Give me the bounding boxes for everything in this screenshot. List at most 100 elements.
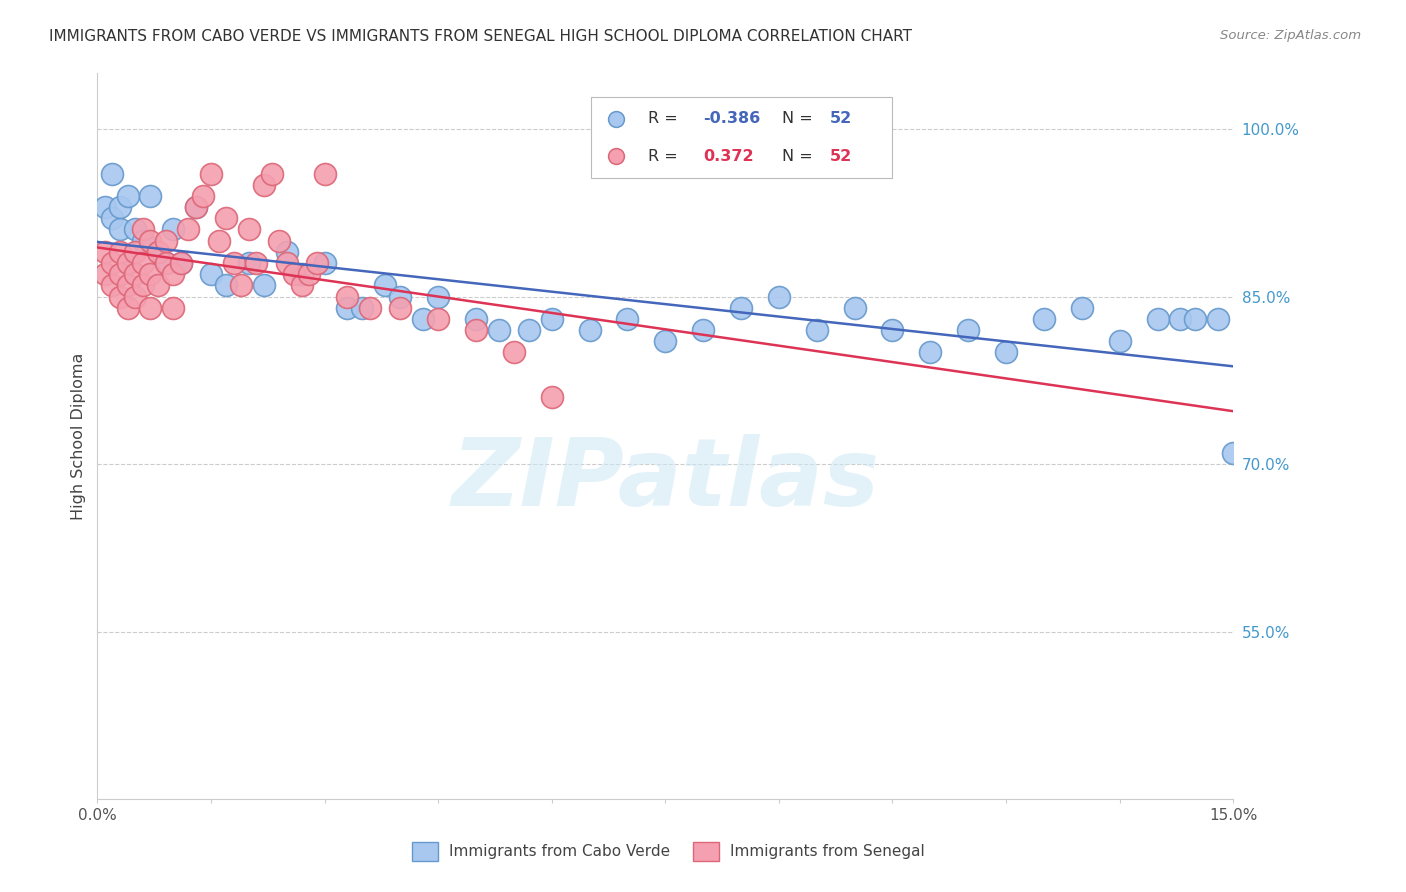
Point [336, 289, 359, 303]
Point [1206, 311, 1229, 326]
Point [200, 167, 222, 181]
Point [298, 267, 321, 281]
Point [1168, 311, 1191, 326]
Point [692, 323, 714, 337]
Point [124, 222, 146, 236]
Point [1222, 446, 1244, 460]
Text: ZIPatlas: ZIPatlas [451, 434, 879, 525]
Point [1184, 311, 1206, 326]
Point [162, 301, 184, 315]
Point [253, 178, 276, 192]
Point [276, 256, 298, 270]
Point [117, 256, 139, 270]
Point [920, 345, 942, 359]
Point [155, 234, 177, 248]
Point [245, 256, 267, 270]
Point [231, 278, 253, 293]
Point [578, 323, 600, 337]
Point [108, 289, 131, 303]
Point [207, 234, 229, 248]
Text: 52: 52 [830, 149, 852, 164]
Point [374, 278, 396, 293]
Text: 52: 52 [830, 112, 852, 127]
Point [957, 323, 980, 337]
Point [291, 278, 314, 293]
Point [995, 345, 1018, 359]
Point [359, 301, 381, 315]
Y-axis label: High School Diploma: High School Diploma [72, 352, 86, 520]
Point [132, 278, 155, 293]
Point [162, 267, 184, 281]
Point [94, 244, 117, 259]
Point [169, 256, 191, 270]
Point [1070, 301, 1092, 315]
Point [1146, 311, 1168, 326]
Point [108, 244, 131, 259]
Point [465, 323, 488, 337]
Point [517, 323, 540, 337]
Text: N =: N = [782, 149, 818, 164]
FancyBboxPatch shape [592, 97, 893, 178]
Point [177, 222, 200, 236]
Point [882, 323, 904, 337]
Text: 0.372: 0.372 [703, 149, 754, 164]
Point [184, 200, 207, 214]
Point [108, 222, 131, 236]
Point [352, 301, 374, 315]
Point [806, 323, 828, 337]
Point [488, 323, 510, 337]
Text: Immigrants from Senegal: Immigrants from Senegal [730, 844, 925, 859]
Text: Source: ZipAtlas.com: Source: ZipAtlas.com [1220, 29, 1361, 42]
Point [155, 256, 177, 270]
Point [540, 311, 562, 326]
Point [314, 167, 336, 181]
Point [314, 256, 336, 270]
Point [222, 256, 245, 270]
Point [101, 167, 124, 181]
Point [124, 289, 146, 303]
Point [184, 200, 207, 214]
Point [540, 390, 562, 404]
Text: -0.386: -0.386 [703, 112, 761, 127]
Point [844, 301, 866, 315]
Point [336, 301, 359, 315]
Point [1033, 311, 1056, 326]
Text: R =: R = [648, 112, 683, 127]
Point [427, 289, 450, 303]
Point [124, 267, 146, 281]
Text: Immigrants from Cabo Verde: Immigrants from Cabo Verde [449, 844, 669, 859]
Point [260, 167, 283, 181]
Point [101, 278, 124, 293]
Point [117, 189, 139, 203]
Point [169, 256, 191, 270]
Point [654, 334, 676, 349]
Point [132, 256, 155, 270]
Point [412, 311, 434, 326]
Point [502, 345, 524, 359]
Point [117, 278, 139, 293]
Point [94, 200, 117, 214]
Point [305, 256, 328, 270]
Point [215, 211, 238, 226]
Point [238, 256, 260, 270]
Point [146, 244, 169, 259]
Point [253, 278, 276, 293]
Point [1108, 334, 1130, 349]
Point [768, 289, 790, 303]
Point [139, 234, 162, 248]
Point [162, 222, 184, 236]
Point [283, 267, 305, 281]
Point [616, 311, 638, 326]
Point [101, 256, 124, 270]
Point [108, 200, 131, 214]
Point [117, 301, 139, 315]
Point [427, 311, 450, 326]
Point [276, 244, 298, 259]
Point [200, 267, 222, 281]
Point [465, 311, 488, 326]
Text: R =: R = [648, 149, 683, 164]
Point [155, 256, 177, 270]
Point [139, 301, 162, 315]
Point [139, 267, 162, 281]
Point [730, 301, 752, 315]
